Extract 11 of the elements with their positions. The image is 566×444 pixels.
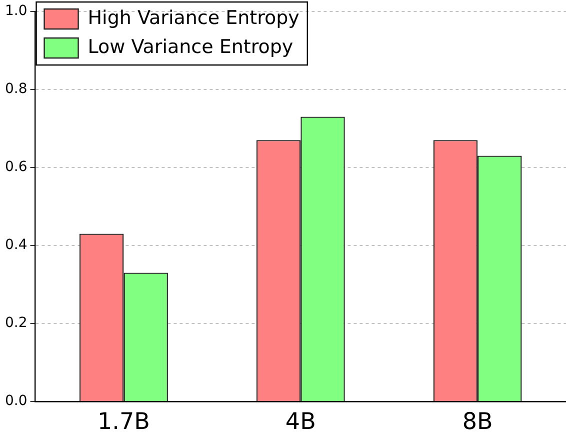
x-tick-label: 1.7B [98, 409, 150, 436]
x-tick-label: 4B [285, 409, 316, 436]
y-tick-label: 1.0 [5, 3, 28, 20]
y-tick-label: 0.2 [5, 315, 28, 332]
y-tick-label: 0.0 [5, 393, 28, 410]
legend-label: High Variance Entropy [88, 6, 300, 29]
y-tick-label: 0.8 [5, 81, 28, 98]
x-tick-label: 8B [462, 409, 493, 436]
legend-label: Low Variance Entropy [88, 36, 294, 58]
y-tick-label: 0.6 [5, 159, 28, 176]
y-tick-label: 0.4 [5, 237, 28, 254]
